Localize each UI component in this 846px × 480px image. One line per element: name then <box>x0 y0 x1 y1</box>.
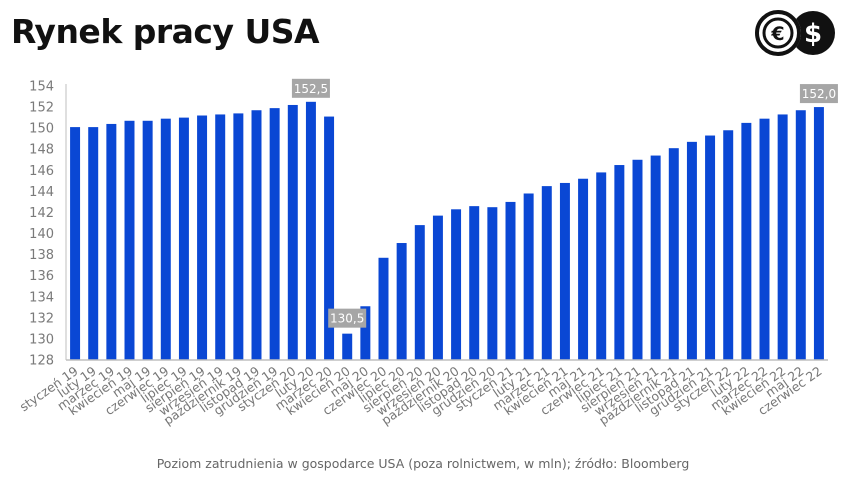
bar <box>233 113 244 361</box>
bar <box>269 108 280 360</box>
y-tick-label: 148 <box>29 143 54 158</box>
bar <box>487 207 498 360</box>
data-label: 130,5 <box>328 308 367 328</box>
data-label-box <box>291 78 330 98</box>
bar <box>451 209 462 360</box>
bar <box>178 117 189 360</box>
bar <box>396 243 407 360</box>
y-axis: 128 130 132 134 136 138 140 142 144 146 148 150 152 1… <box>29 80 54 369</box>
bar <box>287 104 298 360</box>
bar <box>614 165 625 360</box>
data-label: 152,5 <box>291 78 330 98</box>
bar <box>559 182 570 360</box>
y-tick-label: 138 <box>29 248 54 263</box>
bar <box>378 257 389 360</box>
bar <box>124 120 135 361</box>
bar <box>251 110 262 360</box>
bar <box>305 101 316 361</box>
bar <box>215 114 226 360</box>
y-tick-label: 134 <box>29 290 54 305</box>
bar <box>505 201 516 360</box>
bar <box>668 148 679 360</box>
data-label-text: 152,5 <box>294 82 328 96</box>
y-tick-label: 140 <box>29 227 54 242</box>
euro-dollar-coins-icon: $ € <box>755 10 835 56</box>
chart-caption: Poziom zatrudnienia w gospodarce USA (po… <box>156 456 690 471</box>
data-label-text: 130,5 <box>330 312 364 326</box>
svg-text:$: $ <box>804 19 822 49</box>
bar <box>541 186 552 360</box>
bar <box>197 115 208 360</box>
dollar-coin-icon <box>791 11 835 55</box>
data-labels: 152,5 130,5 152,0 <box>291 78 838 328</box>
bar <box>106 123 117 360</box>
bar <box>723 130 734 360</box>
data-label-text: 152,0 <box>802 87 836 101</box>
bar-chart: 128 130 132 134 136 138 140 142 144 146 148 150 152 1… <box>17 78 838 428</box>
data-label-box <box>328 308 367 328</box>
bar <box>142 120 153 361</box>
y-tick-label: 152 <box>29 101 54 116</box>
bar <box>360 306 371 360</box>
bar <box>686 141 697 360</box>
bar-series <box>70 101 824 361</box>
bar <box>795 110 806 360</box>
bar <box>414 225 425 360</box>
bar <box>160 118 171 361</box>
bar <box>777 114 788 360</box>
bar <box>342 333 353 360</box>
y-tick-label: 144 <box>29 185 54 200</box>
bar <box>596 172 607 360</box>
y-tick-label: 142 <box>29 206 54 221</box>
y-tick-label: 154 <box>29 80 54 95</box>
bar <box>741 122 752 360</box>
chart-title: Rynek pracy USA <box>11 12 320 51</box>
data-label: 152,0 <box>799 84 838 104</box>
bar <box>469 206 480 360</box>
y-tick-label: 130 <box>29 332 54 347</box>
bar <box>705 135 716 360</box>
bar <box>70 127 81 360</box>
bar <box>578 178 589 360</box>
svg-text:€: € <box>770 23 784 45</box>
bar <box>650 155 661 360</box>
y-tick-label: 150 <box>29 122 54 137</box>
data-label-box <box>799 84 838 104</box>
bar <box>813 107 824 360</box>
bar <box>632 159 643 360</box>
y-tick-label: 136 <box>29 269 54 284</box>
bar <box>432 215 443 360</box>
y-tick-label: 128 <box>29 354 54 369</box>
bar <box>324 116 335 360</box>
bar <box>88 127 99 360</box>
y-tick-label: 146 <box>29 164 54 179</box>
bar <box>523 193 534 360</box>
bar <box>759 118 770 361</box>
y-tick-label: 132 <box>29 311 54 326</box>
